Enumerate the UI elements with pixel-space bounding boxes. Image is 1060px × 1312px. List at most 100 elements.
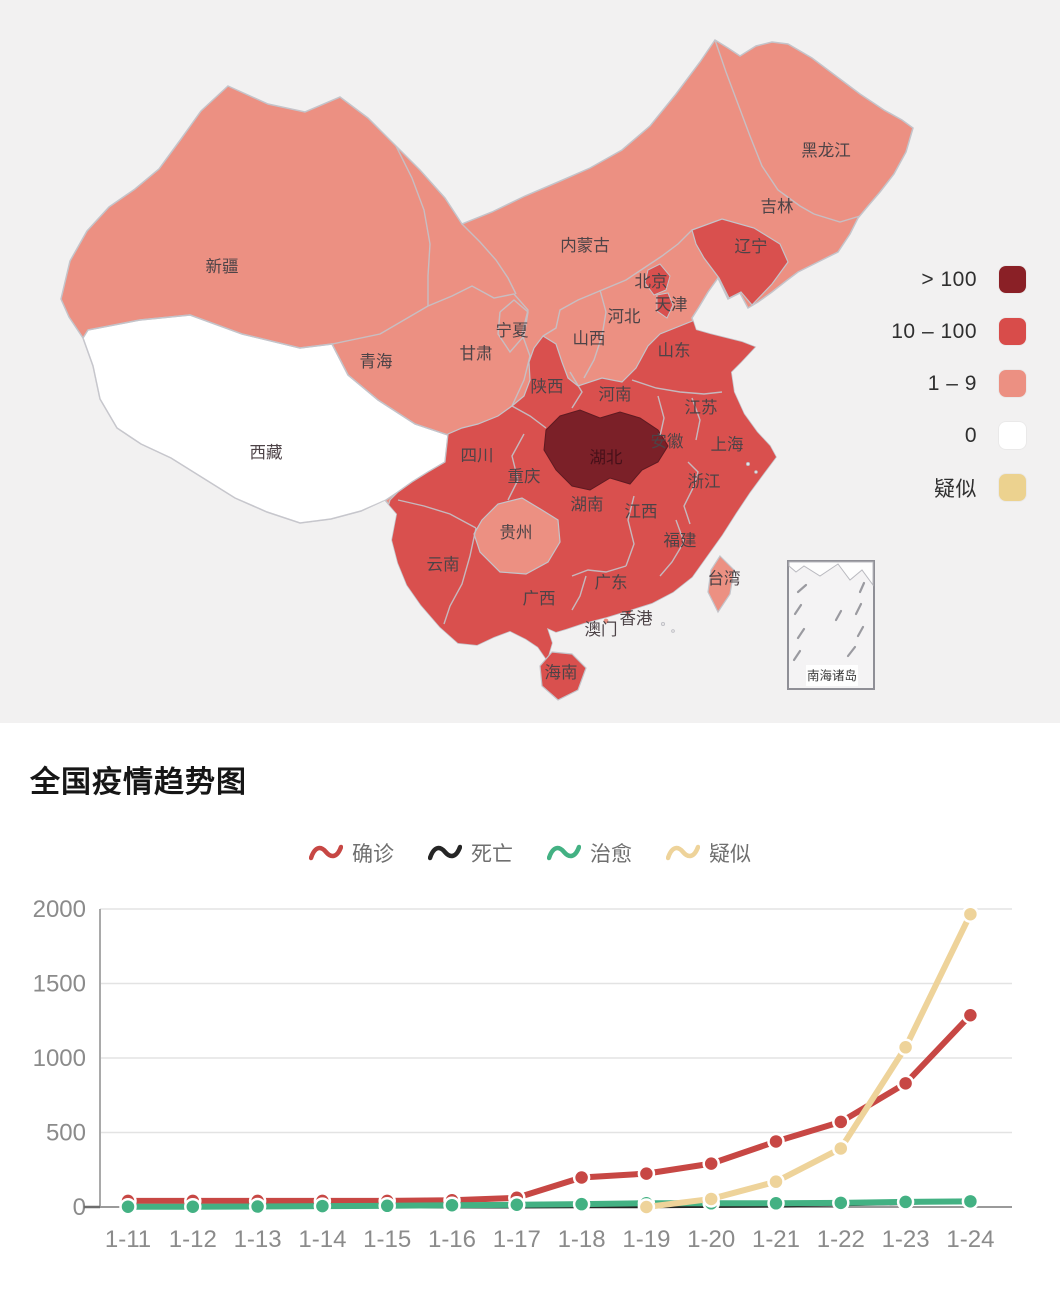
province-label-tianjin: 天津 bbox=[655, 295, 688, 314]
data-point-治愈[interactable] bbox=[443, 1196, 461, 1214]
x-tick-1-19: 1-19 bbox=[622, 1226, 670, 1253]
chart-legend-label: 确诊 bbox=[352, 843, 394, 866]
province-label-yunnan: 云南 bbox=[427, 555, 460, 574]
chart-legend-item-confirmed[interactable]: 确诊 bbox=[309, 838, 394, 868]
province-label-shanghai: 上海 bbox=[711, 435, 744, 454]
small-islands bbox=[648, 461, 758, 633]
chart-legend-item-cured[interactable]: 治愈 bbox=[547, 838, 632, 868]
x-tick-1-12: 1-12 bbox=[169, 1226, 217, 1253]
squiggle-icon bbox=[547, 844, 581, 861]
chart-legend-item-suspected[interactable]: 疑似 bbox=[666, 838, 751, 868]
data-point-治愈[interactable] bbox=[508, 1196, 526, 1214]
data-point-疑似[interactable] bbox=[702, 1190, 720, 1208]
province-label-chongqing: 重庆 bbox=[508, 467, 541, 486]
province-borders bbox=[87, 40, 861, 625]
legend-swatch-suspect bbox=[999, 474, 1026, 501]
legend-item-0[interactable]: 0 bbox=[891, 422, 1026, 449]
province-label-gansu: 甘肃 bbox=[460, 344, 493, 363]
data-point-疑似[interactable] bbox=[896, 1038, 915, 1057]
province-label-fujian: 福建 bbox=[664, 531, 697, 550]
data-point-确诊[interactable] bbox=[572, 1168, 591, 1187]
data-point-治愈[interactable] bbox=[832, 1194, 850, 1212]
x-tick-1-14: 1-14 bbox=[298, 1226, 346, 1253]
data-point-治愈[interactable] bbox=[896, 1193, 915, 1211]
province-label-zhejiang: 浙江 bbox=[688, 472, 721, 491]
province-label-xizang: 西藏 bbox=[250, 443, 283, 462]
data-point-疑似[interactable] bbox=[832, 1139, 850, 1158]
map-legend: > 100 10 – 100 1 – 9 0 疑似 bbox=[891, 266, 1026, 526]
legend-item-10-100[interactable]: 10 – 100 bbox=[891, 318, 1026, 345]
series-确诊 bbox=[119, 1006, 980, 1210]
province-shape-liaoning[interactable] bbox=[691, 218, 789, 306]
province-shape-beijing[interactable] bbox=[644, 263, 671, 296]
data-point-治愈[interactable] bbox=[961, 1192, 980, 1211]
data-point-治愈[interactable] bbox=[378, 1197, 396, 1215]
data-point-确诊[interactable] bbox=[702, 1154, 720, 1173]
province-shape-hainan[interactable] bbox=[539, 651, 587, 701]
nine-dash-line bbox=[792, 581, 866, 662]
legend-swatch-1-9 bbox=[999, 370, 1026, 397]
data-point-治愈[interactable] bbox=[313, 1197, 332, 1215]
data-point-确诊[interactable] bbox=[832, 1113, 850, 1131]
x-tick-1-20: 1-20 bbox=[687, 1226, 735, 1253]
data-point-疑似[interactable] bbox=[637, 1198, 656, 1216]
chart-legend-label: 治愈 bbox=[590, 843, 632, 866]
inset-label: 南海诸岛 bbox=[807, 668, 857, 683]
chart-legend-item-deaths[interactable]: 死亡 bbox=[428, 838, 513, 868]
x-tick-1-15: 1-15 bbox=[363, 1226, 411, 1253]
data-point-确诊[interactable] bbox=[767, 1132, 785, 1151]
data-point-确诊[interactable] bbox=[637, 1164, 656, 1183]
legend-label: 0 bbox=[964, 423, 977, 447]
x-tick-1-18: 1-18 bbox=[558, 1226, 606, 1253]
province-label-henan: 河南 bbox=[599, 385, 632, 404]
province-shape-aomen[interactable] bbox=[603, 618, 609, 624]
y-tick-2000: 2000 bbox=[33, 896, 86, 923]
data-point-确诊[interactable] bbox=[961, 1006, 980, 1024]
province-label-xinjiang: 新疆 bbox=[206, 257, 239, 276]
data-point-治愈[interactable] bbox=[767, 1194, 785, 1213]
south-china-sea-inset: 南海诸岛 bbox=[787, 560, 875, 690]
chart-axes: 0 500 1000 1500 2000 1-11 1-12 1-13 1-14 1-15 1-16… bbox=[33, 896, 1012, 1253]
province-shape-taiwan[interactable] bbox=[707, 555, 735, 614]
province-shape-hubei[interactable] bbox=[543, 409, 669, 491]
trend-chart-section: 全国疫情趋势图 确诊 死亡 治愈 疑似 0 500 1000 1500 2000 1-11… bbox=[0, 723, 1060, 1312]
series-疑似 bbox=[637, 905, 980, 1216]
province-shape-xianggang[interactable] bbox=[625, 608, 631, 614]
province-label-hunan: 湖南 bbox=[571, 495, 604, 514]
trend-line-chart[interactable]: 0 500 1000 1500 2000 1-11 1-12 1-13 1-14 1-15 1-16… bbox=[0, 887, 1060, 1312]
legend-swatch-10-100 bbox=[999, 318, 1026, 345]
y-tick-0: 0 bbox=[73, 1194, 86, 1221]
x-tick-1-23: 1-23 bbox=[882, 1226, 930, 1253]
province-shape-guizhou[interactable] bbox=[473, 497, 561, 575]
legend-item-suspect[interactable]: 疑似 bbox=[891, 474, 1026, 501]
province-label-ningxia: 宁夏 bbox=[496, 321, 529, 340]
legend-item-1-9[interactable]: 1 – 9 bbox=[891, 370, 1026, 397]
data-point-治愈[interactable] bbox=[572, 1195, 591, 1213]
inset-coast-shape bbox=[788, 561, 874, 587]
data-point-疑似[interactable] bbox=[767, 1172, 785, 1191]
data-point-治愈[interactable] bbox=[184, 1197, 202, 1216]
province-label-jiangxi: 江西 bbox=[625, 502, 658, 521]
province-label-hainan: 海南 bbox=[545, 663, 578, 682]
legend-label: 1 – 9 bbox=[927, 371, 977, 395]
province-label-beijing: 北京 bbox=[635, 272, 668, 291]
series-line-疑似 bbox=[643, 911, 974, 1210]
series-line-治愈 bbox=[125, 1198, 974, 1210]
legend-item-gt100[interactable]: > 100 bbox=[891, 266, 1026, 293]
province-shape-tianjin[interactable] bbox=[656, 292, 674, 319]
province-label-shandong: 山东 bbox=[658, 341, 691, 360]
province-label-qinghai: 青海 bbox=[360, 352, 393, 371]
data-point-确诊[interactable] bbox=[896, 1074, 915, 1093]
squiggle-icon bbox=[428, 844, 462, 861]
legend-label: 疑似 bbox=[934, 477, 977, 501]
data-point-治愈[interactable] bbox=[248, 1197, 267, 1216]
x-tick-1-11: 1-11 bbox=[105, 1226, 151, 1253]
x-tick-1-16: 1-16 bbox=[428, 1226, 476, 1253]
province-label-hebei: 河北 bbox=[608, 307, 642, 326]
data-point-疑似[interactable] bbox=[961, 905, 980, 923]
province-label-xianggang: 香港 bbox=[620, 609, 654, 628]
data-point-治愈[interactable] bbox=[119, 1197, 137, 1216]
legend-label: 10 – 100 bbox=[891, 319, 977, 343]
